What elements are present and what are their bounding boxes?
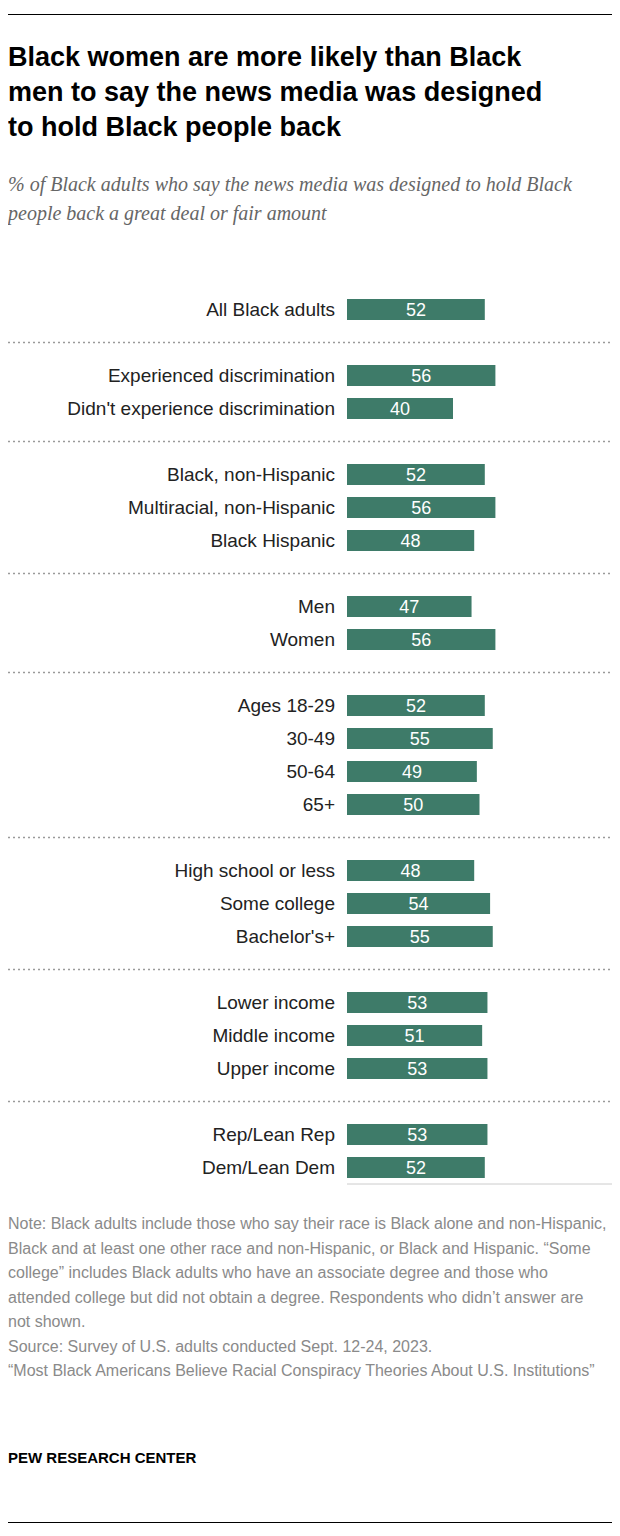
svg-text:55: 55 <box>410 729 430 749</box>
svg-text:Men: Men <box>298 596 335 617</box>
svg-text:53: 53 <box>407 1059 427 1079</box>
html-text:Note: Black adults include tho: Note: Black adults include those who say… <box>8 1215 607 1330</box>
svg-text:56: 56 <box>411 498 431 518</box>
svg-text:Dem/Lean Dem: Dem/Lean Dem <box>202 1157 335 1178</box>
svg-text:54: 54 <box>409 894 429 914</box>
svg-text:30-49: 30-49 <box>286 728 335 749</box>
svg-text:Multiracial, non-Hispanic: Multiracial, non-Hispanic <box>128 497 335 518</box>
svg-text:40: 40 <box>390 399 410 419</box>
html-text:Black women are more likely th: Black women are more likely than Black m… <box>8 42 543 142</box>
svg-text:50-64: 50-64 <box>286 761 335 782</box>
svg-text:All Black adults: All Black adults <box>206 299 335 320</box>
svg-text:Rep/Lean Rep: Rep/Lean Rep <box>212 1124 335 1145</box>
svg-text:Women: Women <box>270 629 335 650</box>
svg-text:Some college: Some college <box>220 893 335 914</box>
svg-text:Ages 18-29: Ages 18-29 <box>238 695 335 716</box>
html-text:% of Black adults who say the: % of Black adults who say the news media… <box>8 173 572 224</box>
svg-text:55: 55 <box>410 927 430 947</box>
svg-text:52: 52 <box>406 1158 426 1178</box>
svg-text:48: 48 <box>401 531 421 551</box>
html-text:PEW RESEARCH CENTER: PEW RESEARCH CENTER <box>8 1449 197 1466</box>
svg-text:Upper income: Upper income <box>217 1058 335 1079</box>
svg-text:High school or less: High school or less <box>174 860 335 881</box>
svg-text:Didn't experience discriminati: Didn't experience discrimination <box>67 398 335 419</box>
svg-text:Middle income: Middle income <box>213 1025 336 1046</box>
svg-text:52: 52 <box>406 300 426 320</box>
svg-text:52: 52 <box>406 465 426 485</box>
svg-text:Black, non-Hispanic: Black, non-Hispanic <box>167 464 335 485</box>
svg-text:65+: 65+ <box>303 794 335 815</box>
html-text:“Most Black Americans Believe: “Most Black Americans Believe Racial Con… <box>8 1362 595 1379</box>
svg-text:56: 56 <box>411 366 431 386</box>
svg-text:49: 49 <box>402 762 422 782</box>
svg-text:53: 53 <box>407 1125 427 1145</box>
svg-text:Bachelor's+: Bachelor's+ <box>236 926 335 947</box>
svg-text:47: 47 <box>399 597 419 617</box>
svg-text:50: 50 <box>403 795 423 815</box>
svg-text:53: 53 <box>407 993 427 1013</box>
svg-text:48: 48 <box>401 861 421 881</box>
svg-text:Experienced discrimination: Experienced discrimination <box>108 365 335 386</box>
svg-text:52: 52 <box>406 696 426 716</box>
svg-text:Lower income: Lower income <box>217 992 335 1013</box>
svg-text:Black Hispanic: Black Hispanic <box>210 530 335 551</box>
svg-text:51: 51 <box>405 1026 425 1046</box>
svg-text:56: 56 <box>411 630 431 650</box>
html-text:Source: Survey of U.S. adults: Source: Survey of U.S. adults conducted … <box>8 1337 433 1355</box>
